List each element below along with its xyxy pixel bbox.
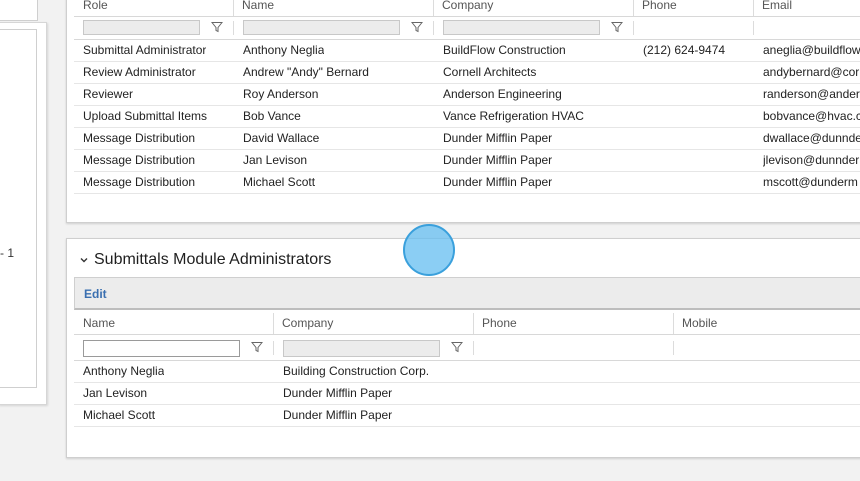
- cell-name: Jan Levison: [83, 386, 148, 400]
- cell-email: dwallace@dunnde: [763, 131, 860, 145]
- cell-company: Dunder Mifflin Paper: [283, 386, 393, 400]
- table-row[interactable]: Anthony Neglia Building Construction Cor…: [74, 361, 860, 383]
- table-row[interactable]: Message Distribution David Wallace Dunde…: [74, 128, 860, 150]
- cell-company: Dunder Mifflin Paper: [443, 131, 553, 145]
- left-panel-top: [0, 0, 38, 21]
- filter-icon[interactable]: [251, 341, 263, 353]
- left-panel-text: - 1: [0, 246, 15, 260]
- admins-grid: Name Company Phone Mobile Anthony Neglia…: [74, 313, 860, 427]
- admins-header-row: Name Company Phone Mobile: [74, 313, 860, 335]
- cell-role: Message Distribution: [83, 153, 196, 167]
- col-header-name[interactable]: Name: [83, 316, 116, 330]
- roles-header-row: Role Name Company Phone Email: [74, 0, 860, 17]
- cell-name: Bob Vance: [243, 109, 301, 123]
- filter-name-input[interactable]: [243, 20, 400, 35]
- col-header-company[interactable]: Company: [433, 0, 632, 16]
- filter-icon[interactable]: [411, 21, 423, 33]
- admins-toolbar: Edit: [74, 277, 860, 310]
- col-header-name[interactable]: Name: [233, 0, 432, 16]
- cell-name: Michael Scott: [243, 175, 316, 189]
- cell-company: Cornell Architects: [443, 65, 537, 79]
- cell-name: Andrew "Andy" Bernard: [243, 65, 369, 79]
- col-header-phone[interactable]: Phone: [473, 313, 672, 334]
- cell-email: aneglia@buildflow: [763, 43, 860, 57]
- cell-email: andybernard@corn: [763, 65, 860, 79]
- filter-separator: [273, 341, 274, 355]
- table-row[interactable]: Reviewer Roy Anderson Anderson Engineeri…: [74, 84, 860, 106]
- cell-name: Michael Scott: [83, 408, 156, 422]
- cell-company: Dunder Mifflin Paper: [443, 153, 553, 167]
- cell-name: David Wallace: [243, 131, 320, 145]
- col-header-phone[interactable]: Phone: [633, 0, 752, 16]
- roles-card: [66, 0, 860, 223]
- filter-separator: [473, 341, 474, 355]
- cell-email: jlevison@dunnder: [763, 153, 860, 167]
- filter-company-input[interactable]: [283, 340, 440, 357]
- cell-name: Anthony Neglia: [83, 364, 165, 378]
- table-row[interactable]: Jan Levison Dunder Mifflin Paper: [74, 383, 860, 405]
- table-row[interactable]: Message Distribution Michael Scott Dunde…: [74, 172, 860, 194]
- filter-separator: [433, 21, 434, 35]
- cell-name: Roy Anderson: [243, 87, 319, 101]
- filter-role-input[interactable]: [83, 20, 200, 35]
- cell-role: Message Distribution: [83, 175, 196, 189]
- chevron-down-icon[interactable]: [79, 255, 89, 265]
- table-row[interactable]: Message Distribution Jan Levison Dunder …: [74, 150, 860, 172]
- filter-separator: [673, 341, 674, 355]
- table-row[interactable]: Review Administrator Andrew "Andy" Berna…: [74, 62, 860, 84]
- filter-icon[interactable]: [611, 21, 623, 33]
- cell-role: Upload Submittal Items: [83, 109, 208, 123]
- section-title[interactable]: Submittals Module Administrators: [94, 251, 332, 268]
- cell-company: Building Construction Corp.: [283, 364, 430, 378]
- filter-separator: [233, 21, 234, 35]
- table-row[interactable]: Michael Scott Dunder Mifflin Paper: [74, 405, 860, 427]
- filter-name-input[interactable]: [83, 340, 240, 357]
- cell-email: mscott@dunderm: [763, 175, 858, 189]
- left-panel-inner: [0, 29, 37, 388]
- cell-role: Reviewer: [83, 87, 134, 101]
- col-header-email[interactable]: Email: [753, 0, 860, 16]
- cell-company: Anderson Engineering: [443, 87, 562, 101]
- filter-company-input[interactable]: [443, 20, 600, 35]
- cell-company: Vance Refrigeration HVAC: [443, 109, 584, 123]
- table-row[interactable]: Upload Submittal Items Bob Vance Vance R…: [74, 106, 860, 128]
- cell-company: Dunder Mifflin Paper: [283, 408, 393, 422]
- cell-role: Review Administrator: [83, 65, 196, 79]
- cell-name: Anthony Neglia: [243, 43, 325, 57]
- cell-name: Jan Levison: [243, 153, 308, 167]
- col-header-role[interactable]: Role: [83, 0, 108, 12]
- cell-phone: (212) 624-9474: [643, 43, 726, 57]
- admins-filter-row: [74, 335, 860, 361]
- cell-email: randerson@anders: [763, 87, 860, 101]
- roles-grid: Role Name Company Phone Email Submittal …: [74, 0, 860, 194]
- edit-button[interactable]: Edit: [84, 287, 107, 301]
- cell-company: Dunder Mifflin Paper: [443, 175, 553, 189]
- table-row[interactable]: Submittal Administrator Anthony Neglia B…: [74, 40, 860, 62]
- col-header-mobile[interactable]: Mobile: [673, 313, 860, 334]
- cell-email: bobvance@hvac.c: [763, 109, 860, 123]
- click-indicator: [403, 224, 455, 276]
- filter-icon[interactable]: [451, 341, 463, 353]
- filter-separator: [633, 21, 634, 35]
- cell-role: Submittal Administrator: [83, 43, 207, 57]
- admins-card: [66, 238, 860, 458]
- cell-role: Message Distribution: [83, 131, 196, 145]
- roles-filter-row: [74, 17, 860, 40]
- filter-icon[interactable]: [211, 21, 223, 33]
- cell-company: BuildFlow Construction: [443, 43, 566, 57]
- filter-separator: [753, 21, 754, 35]
- col-header-company[interactable]: Company: [273, 313, 472, 334]
